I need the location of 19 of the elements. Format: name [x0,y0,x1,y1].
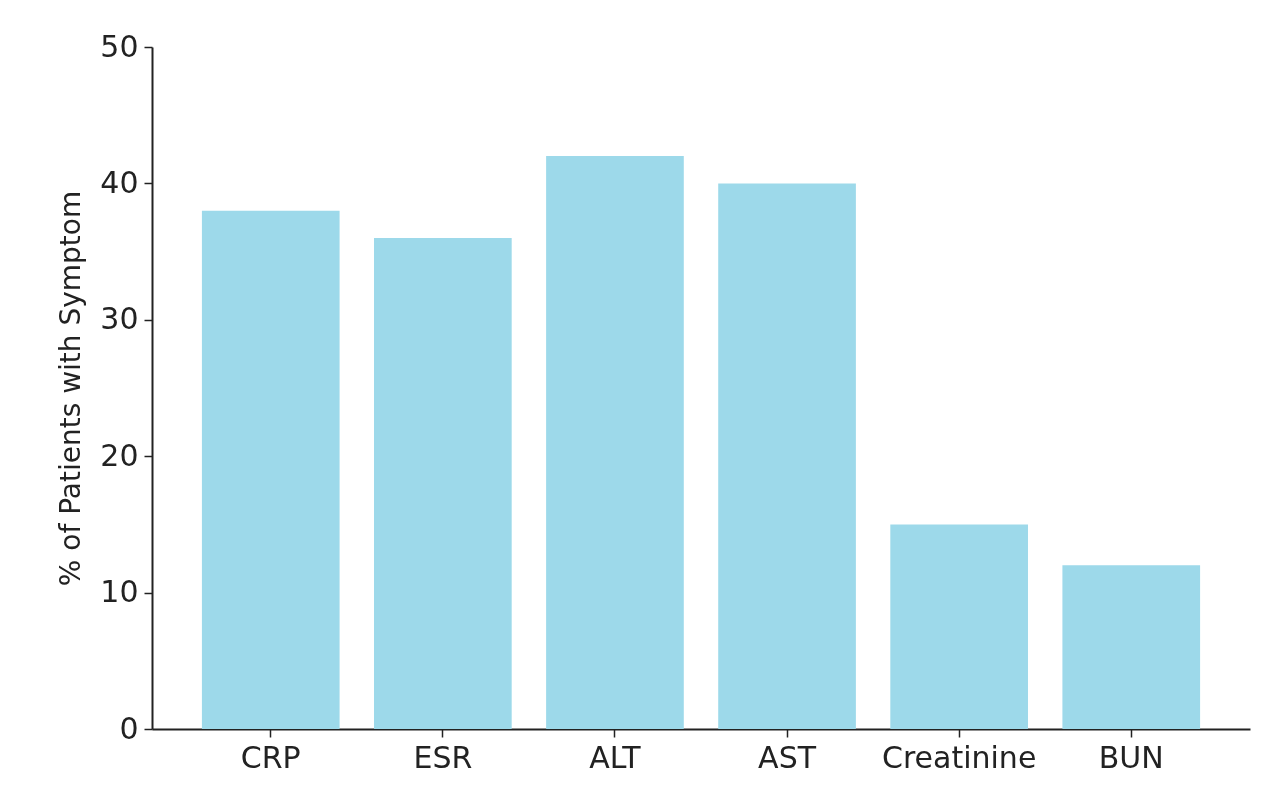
x-tick-label: ESR [413,739,473,775]
x-tick-label: AST [758,739,817,775]
y-axis-title: % of Patients with Symptom [54,190,88,587]
bar [890,524,1028,729]
y-tick-label: 10 [100,574,139,610]
x-tick-label: Creatinine [881,739,1037,775]
bar [374,237,512,729]
y-tick-label: 40 [100,164,139,200]
bar [1062,565,1201,729]
bar [718,183,856,729]
y-tick-label: 30 [100,301,139,337]
bar [546,156,684,729]
x-tick-label: BUN [1098,739,1164,775]
y-tick-label: 20 [100,437,139,473]
x-tick-label: CRP [240,739,301,775]
bar [201,210,340,729]
x-tick-label: ALT [589,739,642,775]
y-tick-label: 0 [119,710,139,746]
y-tick-label: 50 [100,28,139,64]
